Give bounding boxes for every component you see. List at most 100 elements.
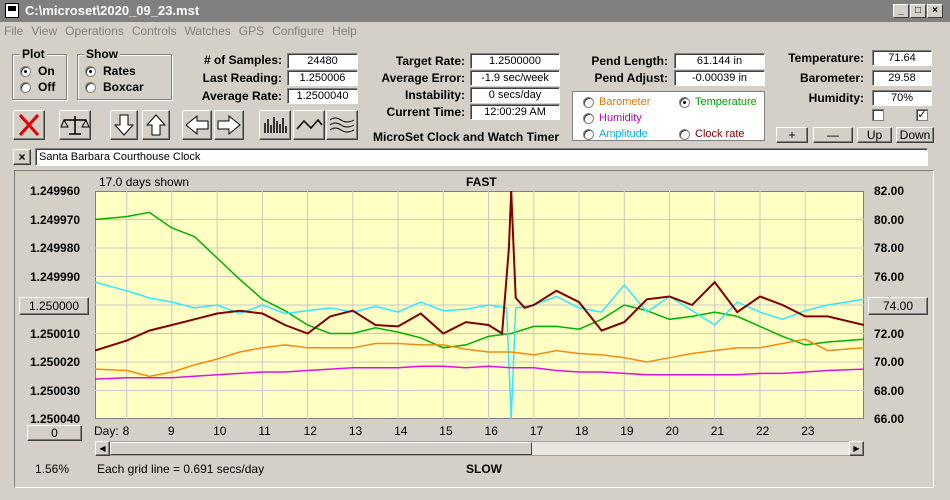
series-radio-amplitude[interactable] xyxy=(583,129,594,140)
x-tick-label: 19 xyxy=(620,424,634,438)
checkbox-left[interactable] xyxy=(872,109,884,121)
left-scale-button[interactable]: 1.250000 xyxy=(19,297,89,315)
plot-group-title: Plot xyxy=(20,47,47,61)
histogram-button[interactable] xyxy=(259,110,291,140)
show-boxcar-label: Boxcar xyxy=(103,80,144,94)
arrow-right-button[interactable] xyxy=(214,110,244,140)
menu-configure[interactable]: Configure xyxy=(272,24,325,38)
plot-on-radio[interactable] xyxy=(20,66,31,77)
menu-operations[interactable]: Operations xyxy=(65,24,124,38)
series-radio-barometer[interactable] xyxy=(583,97,594,108)
humidity-field: 70% xyxy=(872,90,932,106)
minimize-button[interactable]: _ xyxy=(893,4,909,18)
balance-scale-icon xyxy=(60,116,90,135)
scale-up-button[interactable]: Up xyxy=(857,127,892,143)
left-tick-label: 1.250020 xyxy=(30,355,81,369)
x-tick-label: 10 xyxy=(213,424,227,438)
right-tick-label: 80.00 xyxy=(874,212,905,227)
arrow-down-icon xyxy=(113,114,135,136)
right-tick-label: 82.00 xyxy=(874,184,905,198)
plot-off-label: Off xyxy=(38,80,56,94)
scale-minus-button[interactable]: — xyxy=(813,127,853,143)
left-tick-label: 1.249990 xyxy=(30,269,81,284)
x-tick-label: 9 xyxy=(167,424,175,438)
barometer-label: Barometer: xyxy=(799,71,864,85)
menu-file[interactable]: File xyxy=(4,24,24,38)
series-line-barometer xyxy=(95,338,864,378)
last-reading-label: Last Reading: xyxy=(202,71,282,85)
x-tick-label: 16 xyxy=(484,424,498,438)
current-time-label: Current Time: xyxy=(386,105,465,119)
left-tick-label: 1.250030 xyxy=(30,383,81,398)
offset-button[interactable]: 0 xyxy=(27,425,82,441)
average-rate-field: 1.2500040 xyxy=(287,88,358,104)
show-boxcar-radio[interactable] xyxy=(85,82,96,93)
arrow-up-icon xyxy=(145,114,167,136)
scale-down-button[interactable]: Down xyxy=(896,127,934,143)
close-window-button[interactable]: × xyxy=(927,4,943,18)
x-tick-label: 13 xyxy=(348,424,363,438)
x-tick-label: 12 xyxy=(303,424,317,438)
left-tick-label: 1.250040 xyxy=(30,412,81,426)
day-axis-label: Day: xyxy=(94,424,119,438)
stop-button[interactable] xyxy=(13,110,45,140)
x-tick-label: 20 xyxy=(665,424,679,438)
app-icon xyxy=(5,3,19,18)
series-label-barometer: Barometer xyxy=(599,96,651,108)
red-x-icon xyxy=(18,113,40,137)
scale-plus-button[interactable]: + xyxy=(776,127,808,143)
show-rates-radio[interactable] xyxy=(85,66,96,77)
series-label-humidity: Humidity xyxy=(599,112,642,124)
average-rate-label: Average Rate: xyxy=(201,89,282,103)
left-tick-label: 1.250010 xyxy=(30,326,81,341)
slow-label: SLOW xyxy=(466,462,502,476)
last-reading-field: 1.250006 xyxy=(287,70,358,86)
scroll-thumb[interactable] xyxy=(110,442,532,455)
right-tick-label: 66.00 xyxy=(874,412,905,426)
x-tick-label: 14 xyxy=(394,424,408,438)
x-tick-label: 23 xyxy=(801,424,815,438)
menu-view[interactable]: View xyxy=(31,24,58,38)
x-tick-label: 22 xyxy=(755,424,770,438)
x-tick-label: 18 xyxy=(575,424,589,438)
plot-on-label: On xyxy=(38,64,55,78)
clock-name-field[interactable]: Santa Barbara Courthouse Clock xyxy=(35,148,928,166)
series-radio-temperature[interactable] xyxy=(679,97,690,108)
series-line-clock-rate xyxy=(95,191,864,352)
scroll-left-button[interactable]: ◀ xyxy=(95,441,110,456)
plot-off-radio[interactable] xyxy=(20,82,31,93)
series-radio-humidity[interactable] xyxy=(583,113,594,124)
menu-help[interactable]: Help xyxy=(332,24,357,38)
barometer-field: 29.58 xyxy=(872,70,932,86)
series-radio-clock-rate[interactable] xyxy=(679,129,690,140)
target-rate-field: 1.2500000 xyxy=(470,53,560,69)
x-tick-label: 17 xyxy=(529,424,544,438)
arrow-left-icon xyxy=(185,114,209,136)
menu-controls[interactable]: Controls xyxy=(131,24,177,38)
arrow-left-button[interactable] xyxy=(182,110,212,140)
x-tick-label: 21 xyxy=(710,424,725,438)
wave-button[interactable] xyxy=(326,110,358,140)
instability-field: 0 secs/day xyxy=(470,87,560,103)
x-tick-label: 15 xyxy=(439,424,453,438)
balance-button[interactable] xyxy=(59,110,91,140)
show-group xyxy=(77,54,172,100)
rate-chart xyxy=(95,191,864,419)
checkbox-right[interactable]: ✓ xyxy=(916,109,928,121)
right-tick-label: 78.00 xyxy=(874,241,905,255)
menu-gps[interactable]: GPS xyxy=(238,24,265,38)
clear-name-button[interactable]: × xyxy=(13,149,31,165)
arrow-down-button[interactable] xyxy=(110,110,138,140)
menu-watches[interactable]: Watches xyxy=(184,24,231,38)
current-time-field: 12:00:29 AM xyxy=(470,104,560,120)
scroll-right-button[interactable]: ▶ xyxy=(849,441,864,456)
wave-icon xyxy=(329,117,355,133)
menu-bar: File View Operations Controls Watches GPS Conf… xyxy=(0,22,950,41)
days-shown-label: 17.0 days shown xyxy=(99,175,190,189)
maximize-button[interactable]: □ xyxy=(910,4,926,18)
left-tick-label: 1.249960 xyxy=(30,184,81,198)
right-scale-button[interactable]: 74.00 xyxy=(868,297,928,315)
line-graph-button[interactable] xyxy=(293,110,325,140)
window-title: C:\microset\2020_09_23.mst xyxy=(25,3,200,18)
arrow-up-button[interactable] xyxy=(142,110,170,140)
